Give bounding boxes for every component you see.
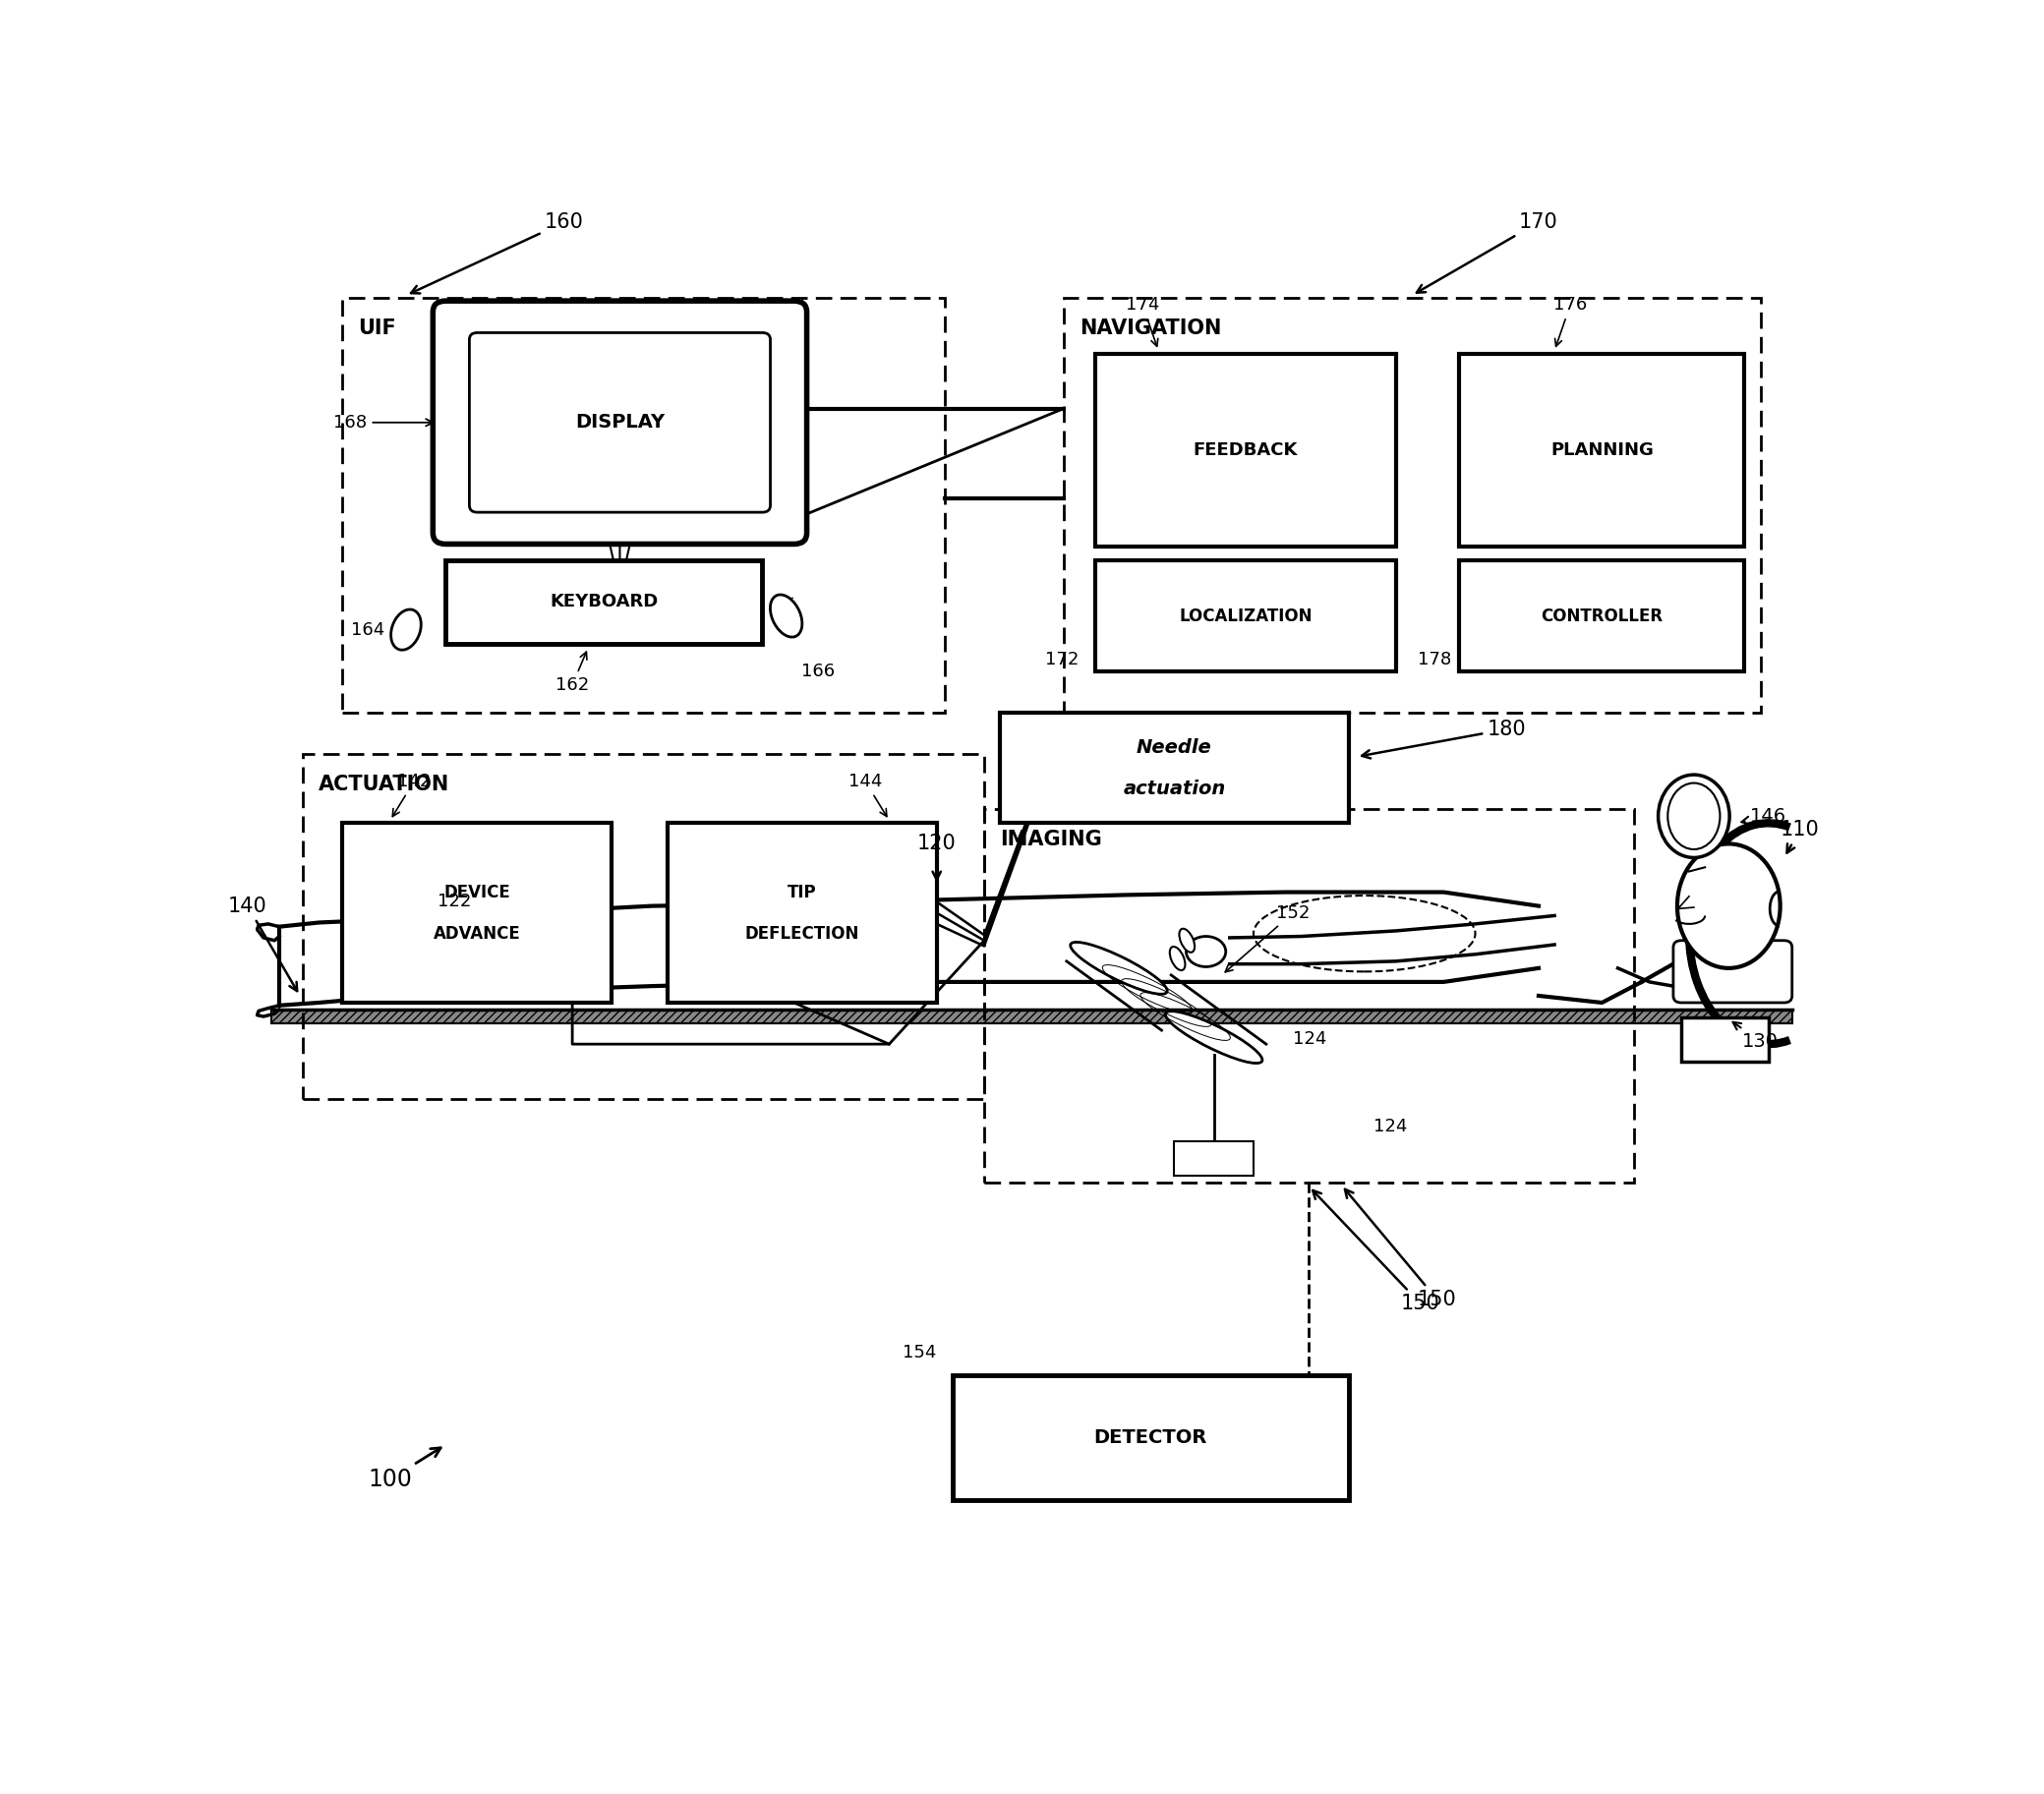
Bar [985,809,1633,1182]
Text: 142: 142 [392,773,431,816]
Text: 178: 178 [1419,651,1451,669]
Bar [303,753,985,1100]
Text: ACTUATION: ACTUATION [319,775,450,795]
Text: 146: 146 [1741,807,1786,825]
Text: DEVICE: DEVICE [444,883,511,901]
Text: 150: 150 [1312,1191,1441,1313]
Text: 124: 124 [1294,1030,1327,1048]
Text: 120: 120 [918,834,957,879]
FancyBboxPatch shape [1674,940,1793,1003]
Text: NAVIGATION: NAVIGATION [1079,319,1220,339]
Text: Needle: Needle [1136,737,1212,757]
Text: 162: 162 [556,651,589,694]
Ellipse shape [1179,929,1194,953]
Text: 168: 168 [333,414,433,431]
Bar [1096,353,1396,547]
Ellipse shape [1186,936,1226,967]
Text: 130: 130 [1733,1023,1778,1051]
Text: 152: 152 [1224,904,1310,972]
Ellipse shape [1678,843,1780,969]
Text: 174: 174 [1126,296,1159,346]
Text: 166: 166 [801,662,834,680]
Ellipse shape [1668,782,1719,849]
Text: actuation: actuation [1122,779,1226,798]
Text: 150: 150 [1345,1189,1457,1310]
Ellipse shape [1169,947,1186,971]
Text: 122: 122 [437,893,472,911]
Text: DETECTOR: DETECTOR [1094,1428,1208,1448]
Bar [1000,712,1349,823]
Bar [446,560,762,644]
Text: CONTROLLER: CONTROLLER [1541,606,1664,624]
Text: 140: 140 [229,897,296,990]
Bar [272,1010,1793,1023]
Ellipse shape [390,610,421,649]
Text: ADVANCE: ADVANCE [433,924,521,942]
Text: IMAGING: IMAGING [1000,831,1102,850]
Bar [1459,562,1746,671]
Text: 170: 170 [1416,212,1558,292]
Bar [343,298,944,712]
FancyBboxPatch shape [470,332,771,513]
Text: 172: 172 [1044,651,1079,669]
Bar [666,823,936,1003]
Ellipse shape [1165,1012,1263,1064]
Text: KEYBOARD: KEYBOARD [550,594,658,612]
FancyBboxPatch shape [433,301,807,544]
Bar [1459,353,1746,547]
Text: 100: 100 [368,1448,442,1491]
Bar [1096,562,1396,671]
Text: PLANNING: PLANNING [1551,441,1654,459]
Bar [272,1010,1793,1023]
Text: DISPLAY: DISPLAY [574,413,664,432]
Text: 144: 144 [848,773,887,816]
Text: 180: 180 [1361,719,1527,759]
Bar [1063,298,1760,712]
Ellipse shape [771,594,801,637]
Ellipse shape [1658,775,1729,858]
Text: TIP: TIP [787,883,816,901]
Text: 160: 160 [411,212,585,294]
Text: LOCALIZATION: LOCALIZATION [1179,606,1312,624]
Ellipse shape [1071,942,1167,994]
Text: FEEDBACK: FEEDBACK [1194,441,1298,459]
Text: UIF: UIF [358,319,397,339]
Bar [1682,1017,1768,1062]
Text: 110: 110 [1780,820,1819,852]
Text: 176: 176 [1553,296,1586,346]
Text: 154: 154 [903,1344,936,1362]
Bar [1173,1141,1253,1175]
Bar [343,823,611,1003]
Text: 124: 124 [1374,1118,1408,1136]
Bar [953,1376,1349,1500]
Text: 164: 164 [352,621,384,639]
Text: DEFLECTION: DEFLECTION [744,924,858,942]
